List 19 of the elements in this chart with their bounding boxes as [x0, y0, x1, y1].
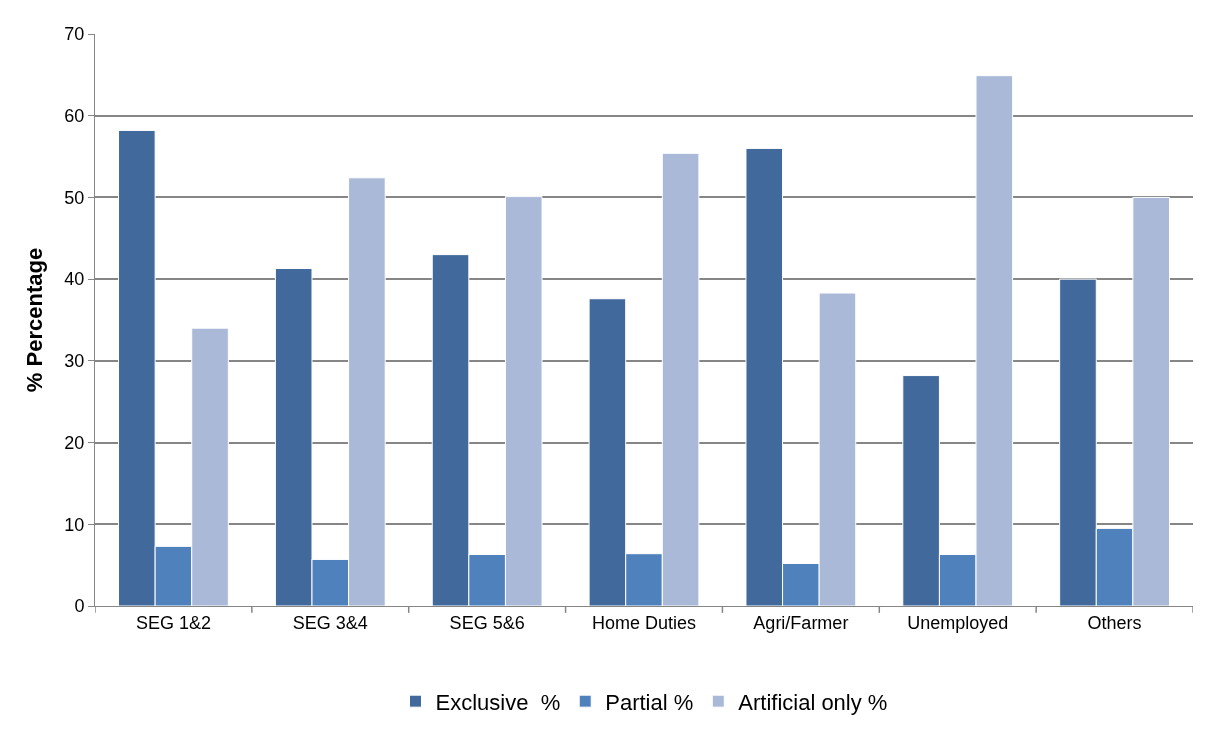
y-tick-label: 0 — [74, 596, 85, 617]
x-tick-label: Home Duties — [591, 612, 697, 633]
y-tick-label: 30 — [64, 351, 85, 372]
x-tick-label: Unemployed — [907, 612, 1009, 633]
x-tick-label: Others — [1087, 612, 1142, 633]
y-tick-label: 60 — [64, 106, 85, 127]
y-tick-label: 10 — [64, 514, 85, 535]
x-tick-label: SEG 1&2 — [135, 612, 211, 633]
x-tick-label: Agri/Farmer — [753, 612, 849, 633]
y-tick-label: 20 — [64, 432, 85, 453]
y-tick-label: 50 — [64, 187, 85, 208]
legend-label: Partial % — [605, 689, 694, 715]
y-tick-label: 40 — [64, 269, 85, 290]
y-axis-title: % Percentage — [22, 247, 48, 393]
x-tick-label: SEG 5&6 — [449, 612, 525, 633]
legend-label: Exclusive % — [435, 689, 561, 715]
y-tick-label: 70 — [64, 24, 85, 45]
legend-label: Artificial only % — [738, 689, 888, 715]
x-tick-label: SEG 3&4 — [292, 612, 368, 633]
